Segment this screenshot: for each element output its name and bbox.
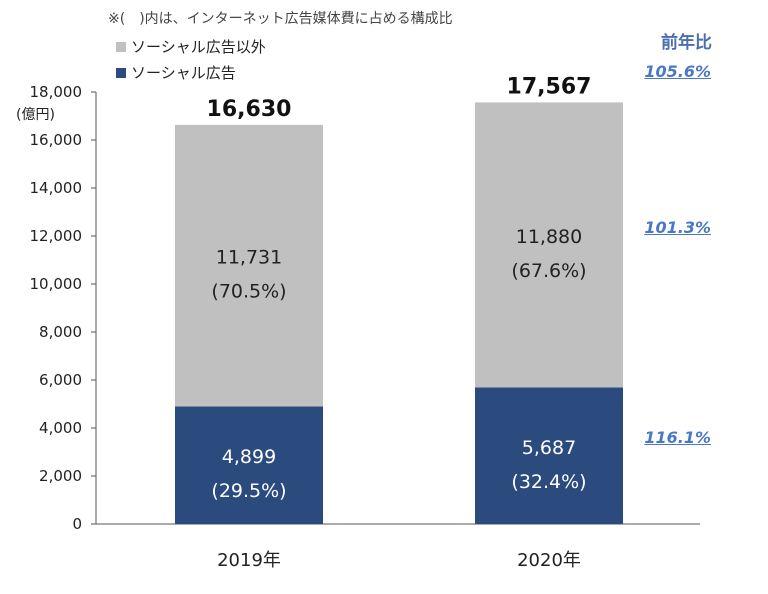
data-label-value: 11,731: [216, 247, 282, 269]
data-label-share: (67.6%): [511, 260, 586, 282]
composition-note: ※( )内は、インターネット広告媒体費に占める構成比: [108, 11, 453, 27]
y-tick-label: 14,000: [30, 179, 83, 197]
y-tick-label: 12,000: [30, 227, 83, 245]
y-axis-unit: (億円): [16, 107, 55, 123]
bar-segment-other: [175, 124, 323, 407]
y-tick-label: 8,000: [39, 323, 82, 341]
yoy-title: 前年比: [661, 33, 712, 53]
yoy-social: 116.1%: [644, 428, 711, 447]
yoy-total: 105.6%: [644, 62, 711, 81]
y-tick-label: 10,000: [30, 275, 83, 293]
data-label-share: (70.5%): [211, 281, 286, 303]
y-tick-label: 18,000: [30, 83, 83, 101]
data-label-value: 11,880: [516, 226, 582, 248]
y-tick-label: 16,000: [30, 131, 83, 149]
y-tick-label: 2,000: [39, 467, 82, 485]
x-tick-label: 2019年: [217, 550, 281, 571]
x-tick-label: 2020年: [517, 550, 581, 571]
total-label: 17,567: [507, 74, 592, 99]
y-tick-label: 0: [72, 515, 82, 533]
data-label-share: (29.5%): [211, 480, 286, 502]
bar-segment-other: [475, 102, 623, 388]
yoy-other: 101.3%: [644, 218, 711, 237]
legend-swatch-social: [116, 67, 126, 78]
total-label: 16,630: [207, 97, 292, 122]
data-label-value: 5,687: [522, 437, 576, 459]
data-label-share: (32.4%): [511, 471, 586, 493]
legend-swatch-other: [116, 41, 126, 52]
legend-label-social: ソーシャル広告: [131, 64, 236, 82]
bar-segment-social: [475, 387, 623, 524]
legend-label-other: ソーシャル広告以外: [131, 38, 266, 56]
data-label-value: 4,899: [222, 446, 276, 468]
bar-segment-social: [175, 406, 323, 524]
legend-item-other: ソーシャル広告以外: [116, 36, 266, 57]
legend-item-social: ソーシャル広告: [116, 62, 236, 83]
y-tick-label: 4,000: [39, 419, 82, 437]
y-tick-label: 6,000: [39, 371, 82, 389]
